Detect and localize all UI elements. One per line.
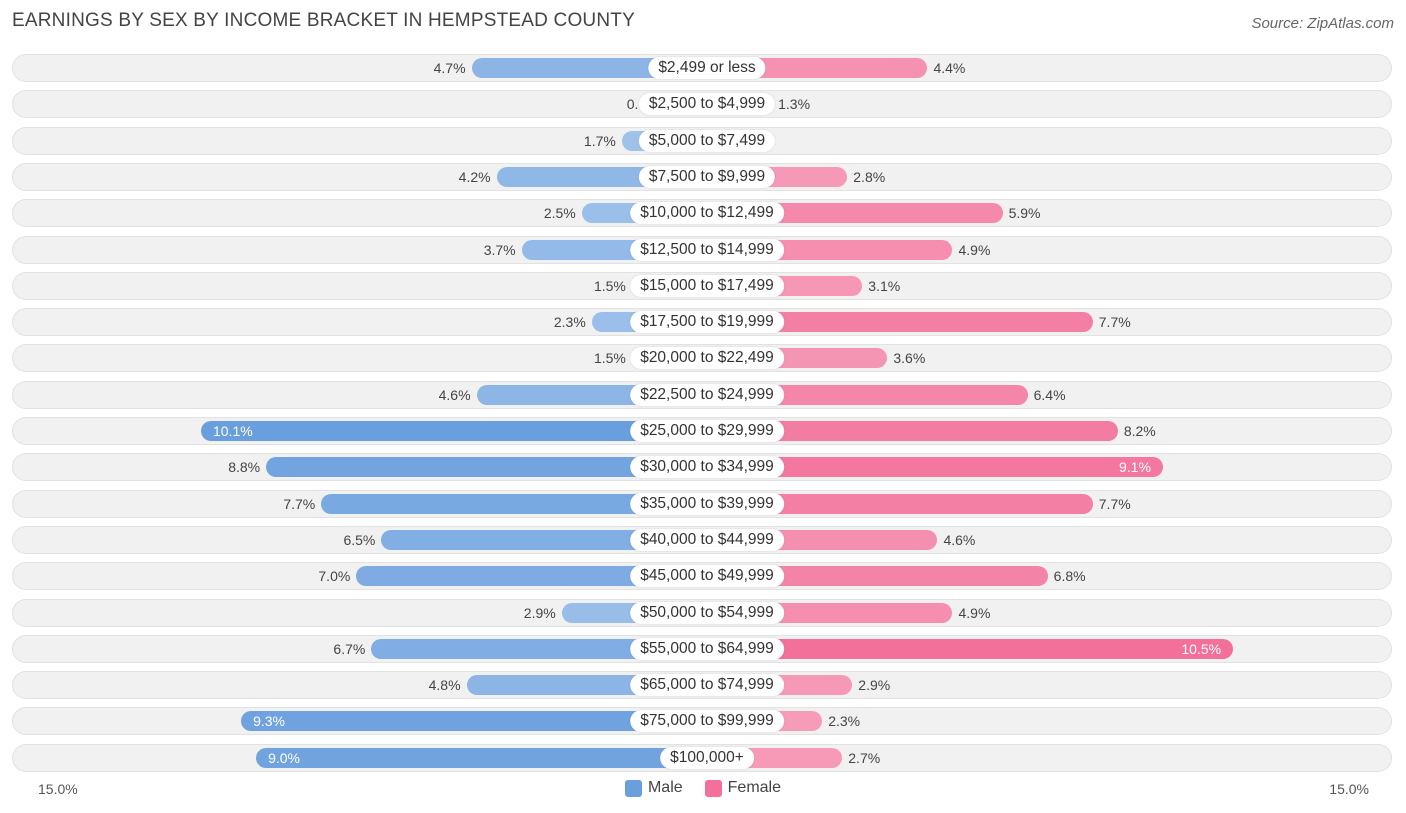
value-label-male: 6.7% [333, 640, 366, 657]
value-label-male: 7.0% [318, 568, 351, 585]
legend-item-male[interactable]: Male [624, 779, 683, 797]
axis-right-label: 15.0% [1329, 781, 1369, 797]
value-label-female: 7.7% [1098, 495, 1131, 512]
category-label: $55,000 to $64,999 [630, 637, 784, 660]
value-label-female: 2.9% [858, 677, 891, 694]
category-label: $25,000 to $29,999 [630, 420, 784, 442]
bar-female[interactable] [707, 566, 1048, 587]
bar-male[interactable] [266, 457, 707, 478]
bar-female[interactable] [707, 638, 1234, 659]
bar-male[interactable] [471, 58, 707, 78]
value-label-female: 3.6% [893, 350, 926, 367]
category-label: $40,000 to $44,999 [630, 528, 784, 551]
value-label-female: 2.7% [848, 749, 881, 766]
category-label: $35,000 to $39,999 [630, 492, 784, 515]
category-label: $2,499 or less [648, 57, 766, 79]
chart-rows: 4.7%4.4%$2,499 or less0.69%1.3%$2,500 to… [12, 54, 1392, 772]
value-label-female: 8.2% [1123, 423, 1156, 439]
legend-item-female[interactable]: Female [704, 779, 782, 797]
value-label-male: 4.6% [438, 386, 471, 403]
category-label: $7,500 to $9,999 [638, 165, 776, 188]
value-label-male: 3.7% [483, 241, 516, 258]
value-label-female: 9.1% [1119, 459, 1151, 476]
chart-title: EARNINGS BY SEX BY INCOME BRACKET IN HEM… [12, 10, 635, 31]
bar-male[interactable] [321, 493, 707, 514]
category-label: $100,000+ [660, 746, 754, 769]
value-label-male: 9.0% [268, 749, 301, 766]
category-label: $12,500 to $14,999 [630, 238, 784, 261]
axis-left-label: 15.0% [38, 781, 78, 797]
bar-female[interactable] [707, 493, 1093, 514]
value-label-male: 8.8% [228, 459, 261, 476]
bar-male[interactable] [371, 638, 707, 659]
value-label-male: 2.9% [523, 604, 556, 621]
value-label-male: 4.2% [458, 168, 491, 185]
category-label: $65,000 to $74,999 [630, 674, 784, 697]
source-credit: Source: ZipAtlas.com [1251, 15, 1394, 32]
value-label-male: 6.5% [343, 531, 376, 548]
value-label-male: 1.5% [593, 350, 626, 367]
bar-male[interactable] [381, 529, 707, 550]
category-label: $22,500 to $24,999 [630, 383, 784, 406]
value-label-female: 5.9% [1008, 205, 1041, 222]
bar-female[interactable] [707, 457, 1163, 478]
value-label-male: 4.7% [433, 60, 466, 76]
category-label: $10,000 to $12,499 [630, 202, 784, 225]
legend-label-female: Female [727, 779, 782, 796]
legend-swatch-male [624, 779, 642, 797]
value-label-male: 1.7% [583, 132, 616, 149]
bar-male[interactable] [241, 711, 707, 732]
value-label-female: 2.3% [828, 713, 861, 730]
legend-swatch-female [704, 779, 722, 797]
category-label: $20,000 to $22,499 [630, 347, 784, 370]
value-label-female: 4.9% [958, 241, 991, 258]
value-label-male: 2.5% [543, 205, 576, 222]
bar-female[interactable] [707, 312, 1093, 333]
category-label: $15,000 to $17,499 [630, 274, 784, 297]
value-label-female: 4.9% [958, 604, 991, 621]
value-label-male: 4.8% [428, 677, 461, 694]
legend: Male Female [0, 779, 1406, 797]
legend-label-male: Male [647, 779, 683, 796]
category-label: $50,000 to $54,999 [630, 601, 784, 624]
value-label-male: 10.1% [212, 423, 253, 439]
value-label-female: 7.7% [1098, 314, 1131, 331]
bar-male[interactable] [256, 747, 707, 768]
category-label: $75,000 to $99,999 [630, 710, 784, 733]
category-label: $17,500 to $19,999 [630, 311, 784, 334]
value-label-female: 4.4% [933, 60, 966, 76]
category-label: $2,500 to $4,999 [638, 93, 776, 116]
category-label: $5,000 to $7,499 [638, 129, 776, 152]
value-label-female: 2.8% [853, 168, 886, 185]
value-label-male: 1.5% [593, 277, 626, 294]
bar-male[interactable] [200, 421, 707, 441]
bar-female[interactable] [707, 384, 1028, 405]
value-label-male: 9.3% [253, 713, 285, 730]
value-label-female: 10.5% [1181, 640, 1222, 657]
value-label-female: 3.1% [868, 277, 901, 294]
value-label-female: 6.4% [1033, 386, 1066, 403]
value-label-male: 2.3% [553, 314, 586, 331]
category-label: $30,000 to $34,999 [630, 456, 784, 479]
value-label-female: 1.3% [778, 96, 811, 113]
category-label: $45,000 to $49,999 [630, 565, 784, 588]
bar-male[interactable] [356, 566, 707, 587]
value-label-male: 7.7% [283, 495, 316, 512]
bar-female[interactable] [707, 421, 1118, 441]
value-label-female: 4.6% [943, 531, 976, 548]
value-label-female: 6.8% [1053, 568, 1086, 585]
